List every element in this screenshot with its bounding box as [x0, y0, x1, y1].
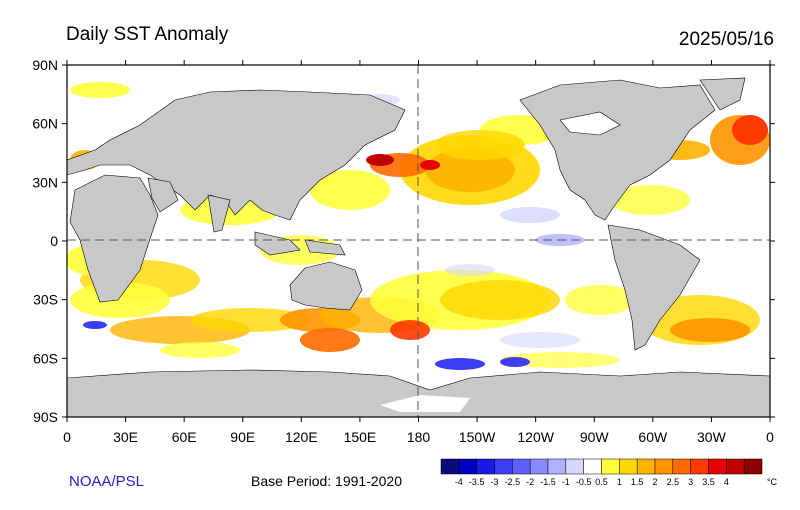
colorbar-label: 3.5	[702, 477, 715, 487]
anomaly-patch	[83, 321, 107, 329]
colorbar-label: -0.5	[576, 477, 592, 487]
north-america-landmass	[519, 79, 716, 221]
india-landmass	[207, 194, 231, 233]
lon-label: 90W	[580, 429, 610, 445]
colorbar-swatch	[458, 458, 477, 475]
anomaly-patch	[300, 328, 360, 352]
anomaly-patch	[500, 207, 560, 223]
base-period-label: Base Period: 1991-2020	[251, 473, 402, 489]
lat-label: 30N	[32, 174, 58, 190]
colorbar-label: 1.5	[631, 477, 644, 487]
colorbar-label: 2	[652, 477, 657, 487]
lon-label: 120W	[517, 429, 554, 445]
greenland-landmass	[699, 77, 746, 111]
colorbar-swatch	[708, 458, 727, 475]
colorbar-swatch	[601, 458, 620, 475]
colorbar-label: 2.5	[667, 477, 680, 487]
colorbar-label: 0.5	[595, 477, 608, 487]
colorbar-swatch	[529, 458, 549, 475]
lon-label: 180	[407, 429, 431, 445]
hudson-bay-ice	[559, 111, 621, 136]
colorbar-swatch	[743, 458, 763, 475]
colorbar-swatch	[512, 458, 531, 475]
map-title: Daily SST Anomaly	[66, 24, 229, 45]
anomaly-patch	[435, 130, 525, 160]
map-date: 2025/05/16	[678, 29, 774, 50]
lon-label: 30E	[113, 429, 138, 445]
anomaly-patch	[70, 282, 170, 318]
lon-label: 60E	[172, 429, 197, 445]
colorbar-label: 1	[617, 477, 622, 487]
lon-label: 120E	[285, 429, 318, 445]
colorbar-swatch	[619, 458, 638, 475]
colorbar-swatch	[672, 458, 691, 475]
anomaly-patch	[70, 82, 130, 98]
colorbar-label: -3.5	[469, 477, 485, 487]
anomaly-patch	[366, 154, 394, 166]
colorbar-unit: °C	[767, 477, 778, 487]
lon-label: 150W	[459, 429, 496, 445]
lat-label: 0	[50, 233, 58, 249]
anomaly-patch	[190, 308, 310, 332]
colorbar-label: 4	[724, 477, 729, 487]
colorbar-label: -2	[526, 477, 534, 487]
anomaly-patch	[310, 170, 390, 210]
anomaly-patch	[732, 115, 768, 145]
anomaly-patch	[500, 352, 620, 368]
lon-label: 60W	[638, 429, 668, 445]
anomaly-patch	[440, 280, 560, 320]
colorbar-label: -2.5	[505, 477, 521, 487]
arabia-landmass	[147, 177, 179, 213]
lon-label: 150E	[344, 429, 377, 445]
credit-label: NOAA/PSL	[69, 473, 145, 490]
colorbar-label: -4	[455, 477, 463, 487]
colorbar-swatch	[636, 458, 656, 475]
anomaly-patch	[390, 320, 430, 340]
colorbar-swatch	[654, 458, 674, 475]
lat-label: 90S	[33, 409, 58, 425]
colorbar-label: -1	[562, 477, 570, 487]
colorbar-label: -1.5	[540, 477, 556, 487]
anomaly-patch	[445, 264, 495, 276]
lon-label: 0	[63, 429, 71, 445]
lat-label: 90N	[32, 57, 58, 73]
colorbar-swatch	[583, 458, 602, 475]
lat-label: 60N	[32, 116, 58, 132]
colorbar-swatch	[726, 458, 745, 475]
australia-landmass	[289, 261, 363, 311]
colorbar-swatch	[494, 458, 513, 475]
anomaly-patch	[670, 318, 750, 342]
colorbar-swatch	[440, 458, 460, 475]
indonesia-islands	[254, 231, 346, 256]
anomaly-patch	[435, 358, 485, 370]
colorbar-swatch	[690, 458, 709, 475]
africa-landmass	[69, 174, 159, 303]
lon-label: 90E	[230, 429, 255, 445]
anomaly-patch	[420, 160, 440, 170]
anomaly-patch	[565, 285, 635, 315]
colorbar-label: -3	[490, 477, 498, 487]
colorbar: -4 -3.5 -3 -2.5 -2 -1.5 -1 -0.5 0.5 1 1.5 2 2.5 3 3.5 4…	[440, 458, 778, 487]
anomaly-patch	[500, 357, 530, 367]
europe-asia-landmass	[67, 89, 406, 221]
lat-label: 30S	[33, 292, 58, 308]
south-america-landmass	[607, 224, 701, 351]
anomaly-patch	[160, 342, 240, 358]
lon-label: 30W	[697, 429, 727, 445]
anomaly-patch	[500, 332, 580, 348]
sea-ice	[380, 111, 621, 412]
colorbar-swatch	[565, 458, 584, 475]
colorbar-label: 3	[688, 477, 693, 487]
colorbar-swatch	[547, 458, 567, 475]
anomaly-patch	[610, 185, 690, 215]
axis-ticks: 90N 60N 30N 0 30S 60S 90S 0 30E 60E 90E 120E 150E 180…	[32, 57, 775, 445]
lat-label: 60S	[33, 350, 58, 366]
colorbar-swatch	[476, 458, 495, 475]
lon-label: 0	[766, 429, 774, 445]
ross-ice-shelf	[380, 395, 470, 412]
